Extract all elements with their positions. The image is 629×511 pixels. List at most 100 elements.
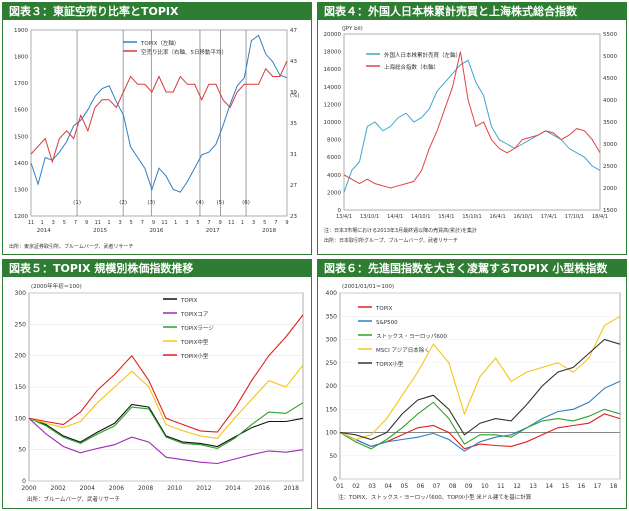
chart-2-note: 注：日本3市場における2013年3月最終週以降の売買高(累計)を集計	[324, 227, 477, 234]
chart-2-x-tick-label: 16/10/1	[514, 214, 533, 220]
chart-4-y-tick-label: 350	[326, 313, 338, 320]
chart-1-yright-tick-label: 43	[290, 59, 297, 65]
chart-3-x-tick-label: 2014	[225, 485, 240, 492]
chart-1-series-line-1	[30, 60, 288, 164]
chart-1-x-month-label: 11	[28, 220, 34, 226]
chart-1-x-month-label: 11	[228, 220, 234, 226]
chart-3-series-line-0	[28, 403, 304, 448]
chart-4-x-tick-label: 05	[401, 483, 409, 490]
chart-1-yright-tick-label: 35	[290, 121, 297, 127]
chart-2-x-tick-label: 13/4/1	[336, 214, 352, 220]
chart-3-legend-label-3: TOPIX中型	[180, 338, 209, 346]
panel-2-title: 図表４：外国人日本株累計売買と上海株式総合指数	[318, 3, 626, 20]
chart-4-x-tick-label: 07	[433, 483, 441, 490]
chart-4-x-tick-label: 12	[513, 483, 521, 490]
chart-1-x-month-label: 7	[207, 220, 210, 226]
chart-2-yright-tick-label: 5500	[603, 32, 617, 38]
chart-2-yleft-tick-label: 18000	[324, 50, 342, 56]
chart-4-y-tick-label: 200	[326, 383, 338, 390]
chart-2-x-tick-label: 16/4/1	[490, 214, 506, 220]
chart-1-x-month-label: 3	[252, 220, 255, 226]
chart-4-legend-label-3: MSCI アジア日本除く	[376, 346, 430, 354]
chart-4-y-tick-label: 150	[326, 406, 338, 413]
chart-2-x-tick-label: 13/10/1	[360, 214, 379, 220]
chart-2-yright-tick-label: 4500	[603, 76, 617, 82]
chart-1-x-month-label: 1	[107, 220, 110, 226]
chart-2-yleft-tick-label: 20000	[324, 32, 342, 38]
chart-3-legend-label-4: TOPIX小型	[180, 352, 209, 360]
chart-2-yleft-unit: (JPY bil)	[342, 26, 363, 32]
chart-2-yright-tick-label: 3500	[603, 120, 617, 126]
chart-1-plot-frame	[30, 29, 288, 217]
chart-4-legend-label-2: ストックス・ヨーロッパ600	[376, 333, 447, 340]
chart-2-yright-tick-label: 2000	[603, 186, 617, 192]
chart-3-series-line-3	[28, 364, 304, 439]
chart-2-x-tick-label: 14/4/1	[387, 214, 403, 220]
chart-4-x-tick-label: 01	[336, 483, 344, 490]
panel-3-title: 図表５：TOPIX 規模別株価指数推移	[3, 260, 311, 277]
chart-4-x-tick-label: 10	[481, 483, 489, 490]
chart-1-event-label-5: (5)	[217, 200, 225, 206]
chart-3-y-tick-label: 250	[15, 321, 27, 328]
chart-3-y-tick-label: 150	[15, 384, 27, 391]
chart-1-x-month-label: 9	[152, 220, 155, 226]
chart-4-y-unit: (2001/01/01＝100)	[342, 284, 394, 290]
chart-2-source: 出所：日本取引所グループ、ブルームバーグ、武者リサーチ	[324, 237, 458, 244]
chart-1-x-month-label: 7	[274, 220, 277, 226]
chart-4-x-tick-label: 08	[449, 483, 457, 490]
chart-3-series-line-4	[28, 314, 304, 433]
chart-4-series-line-1	[339, 380, 621, 452]
chart-4-x-tick-label: 13	[529, 483, 537, 490]
chart-2-yright-tick-label: 4000	[603, 98, 617, 104]
chart-4-x-tick-label: 14	[545, 483, 553, 490]
chart-1-yleft-tick-label: 1400	[14, 161, 28, 167]
chart-2-yleft-tick-label: 0	[338, 208, 342, 214]
chart-1-yleft-tick-label: 1200	[14, 214, 28, 220]
chart-2-yleft-tick-label: 10000	[324, 120, 342, 126]
chart-4-legend-label-4: TOPIX小型	[375, 360, 404, 368]
chart-4-series-line-4	[339, 338, 621, 441]
chart-2-series-line-0	[343, 59, 601, 193]
chart-4-series-line-3	[339, 315, 621, 441]
chart-1-x-month-label: 7	[141, 220, 144, 226]
chart-4-x-tick-label: 04	[384, 483, 392, 490]
chart-1-yleft-tick-label: 1600	[14, 108, 28, 114]
chart-3-y-tick-label: 0	[22, 478, 26, 485]
chart-3-x-tick-label: 2008	[138, 485, 153, 492]
chart-3-y-tick-label: 50	[18, 447, 26, 454]
chart-4-svg: (2001/01/01＝100)400350300250200150100500…	[326, 284, 621, 501]
chart-1-x-month-label: 5	[196, 220, 199, 226]
chart-2-x-tick-label: 18/4/1	[592, 214, 608, 220]
chart-1-x-month-label: 1	[241, 220, 244, 226]
chart-3-series-line-2	[28, 402, 304, 449]
chart-1-x-month-label: 3	[118, 220, 121, 226]
chart-1-x-month-label: 9	[285, 220, 288, 226]
chart-1-x-month-label: 1	[174, 220, 177, 226]
chart-4-x-tick-label: 02	[352, 483, 360, 490]
chart-1-yright-tick-label: 39	[290, 90, 297, 96]
chart-4-y-tick-label: 100	[326, 430, 338, 437]
chart-4-y-tick-label: 400	[326, 290, 338, 297]
chart-3-source-note: 出所：ブルームバーグ、武者リサーチ	[27, 495, 120, 503]
chart-1-series-line-0	[30, 34, 288, 193]
chart-3-x-tick-label: 2016	[255, 485, 270, 492]
chart-4-y-tick-label: 50	[329, 453, 337, 460]
chart-4-y-tick-label: 250	[326, 360, 338, 367]
chart-2-legend-label-0: 外国人日本株累計売買（左軸）	[384, 51, 461, 59]
chart-4-x-tick-label: 16	[578, 483, 586, 490]
chart-1-x-month-label: 9	[85, 220, 88, 226]
chart-1-x-month-label: 3	[185, 220, 188, 226]
chart-3-x-tick-label: 2002	[51, 485, 66, 492]
chart-4-x-tick-label: 03	[368, 483, 376, 490]
chart-3-y-tick-label: 300	[15, 290, 27, 297]
chart-3-legend-label-2: TOPIXラージ	[180, 325, 214, 332]
chart-4-series-line-2	[339, 401, 621, 450]
chart-1-source-note: 出所：東京証券取引所、ブルームバーグ、武者リサーチ	[9, 243, 134, 250]
chart-1-yright-unit: (%)	[290, 93, 300, 99]
chart-1-x-year-label: 2015	[93, 228, 107, 234]
chart-4-legend-label-1: S&P500	[376, 320, 398, 326]
chart-3-y-tick-label: 100	[15, 415, 27, 422]
chart-1-x-month-label: 7	[74, 220, 77, 226]
chart-2-yleft-tick-label: 2000	[327, 190, 341, 196]
chart-2-plot-frame	[343, 33, 601, 211]
